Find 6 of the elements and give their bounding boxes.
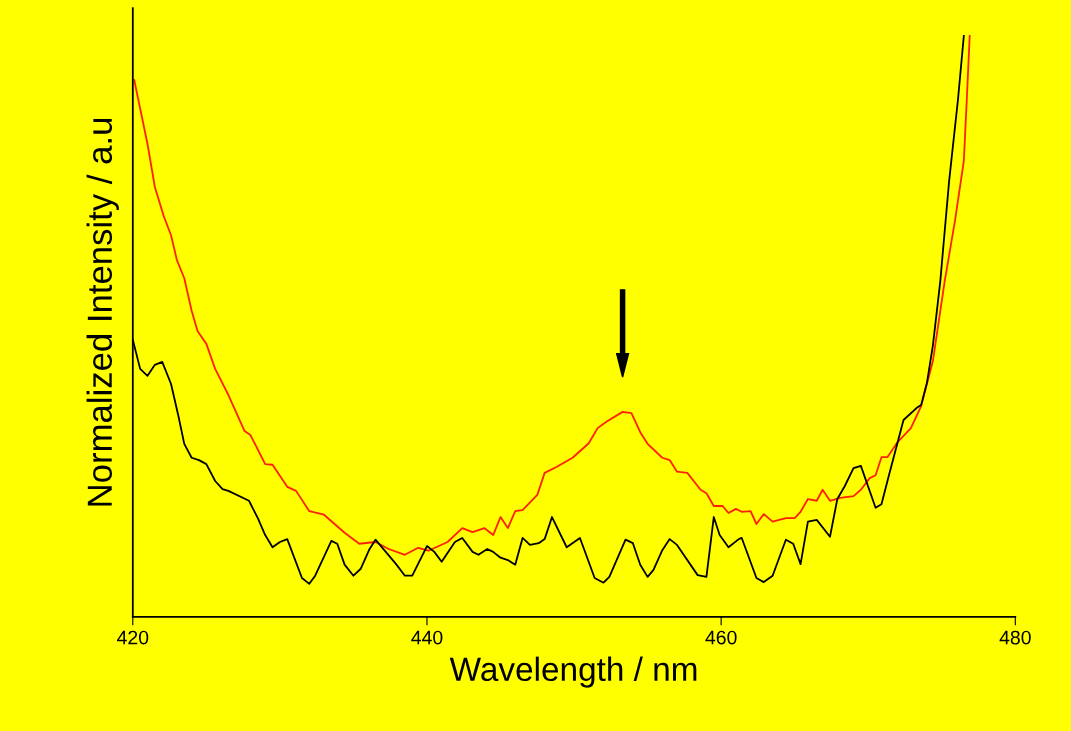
x-tick-label: 480 [999, 630, 1031, 645]
x-axis-title: Wavelength / nm [449, 656, 697, 688]
x-tick-label: 420 [117, 630, 149, 645]
y-axis-title: Normalized Intensity / a.u [86, 118, 119, 506]
x-tick-label: 440 [411, 630, 443, 645]
x-tick-label: 460 [705, 630, 737, 645]
